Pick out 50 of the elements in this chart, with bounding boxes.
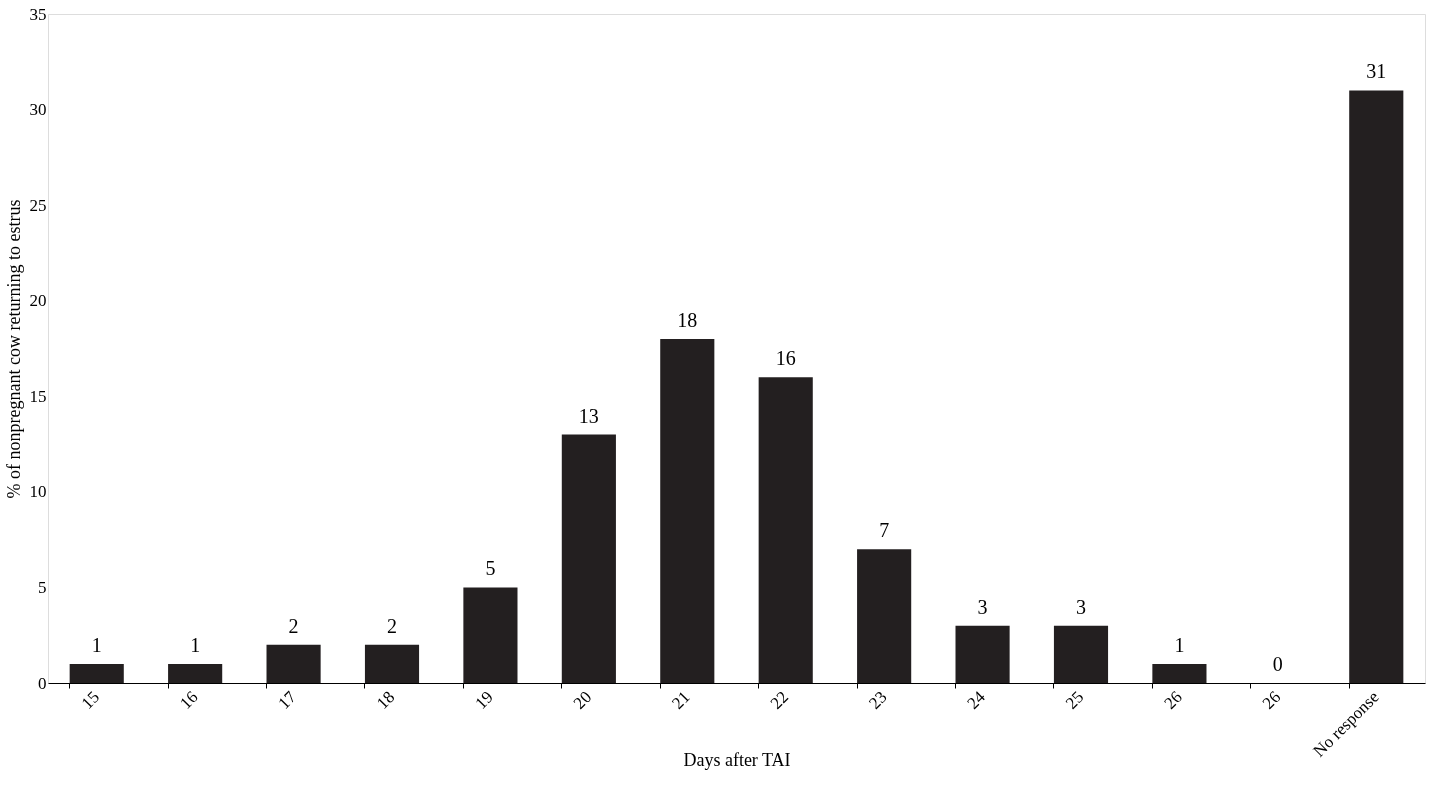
data-label: 0 — [1272, 653, 1283, 675]
bar — [561, 434, 616, 683]
y-tick-label: 30 — [29, 100, 47, 120]
data-label: 1 — [1174, 633, 1185, 656]
y-tick-label: 20 — [29, 291, 47, 311]
y-tick-label: 25 — [29, 195, 47, 215]
bar — [758, 377, 813, 683]
x-tick-label: 26 — [1160, 687, 1186, 713]
x-tick-label: 15 — [77, 687, 104, 713]
bar — [463, 587, 518, 683]
data-label: 1 — [190, 633, 201, 656]
data-label: 18 — [677, 308, 698, 331]
y-tick-label: 35 — [29, 4, 47, 24]
bar — [660, 338, 715, 683]
data-label: 3 — [977, 595, 988, 618]
bar — [69, 663, 124, 683]
bar — [857, 549, 912, 683]
x-tick-label: 16 — [176, 687, 202, 713]
x-tick-label: 26 — [1258, 687, 1285, 713]
x-tick-label: 25 — [1061, 687, 1088, 713]
x-tick-label: 22 — [766, 687, 793, 713]
y-tick-label: 5 — [38, 577, 47, 597]
x-tick-label: 24 — [963, 687, 990, 713]
x-tick-label: 23 — [865, 687, 891, 713]
x-tick-label: 18 — [372, 687, 399, 713]
bar — [1349, 90, 1404, 683]
data-label: 31 — [1366, 60, 1387, 83]
data-label: 2 — [288, 614, 299, 637]
data-label: 13 — [578, 404, 599, 427]
x-tick-label: 20 — [569, 687, 596, 713]
x-tick-label: 19 — [471, 687, 497, 713]
data-label: 1 — [91, 633, 102, 656]
bar — [1152, 663, 1207, 683]
x-tick-label: 21 — [668, 687, 694, 713]
bar — [266, 644, 321, 683]
bar — [364, 644, 420, 683]
y-axis-title: % of nonpregnant cow returning to estrus — [3, 199, 24, 499]
data-label: 16 — [775, 347, 796, 370]
bar — [1053, 625, 1109, 683]
y-tick-label: 0 — [38, 673, 47, 693]
data-label: 3 — [1076, 595, 1086, 618]
y-tick-label: 15 — [29, 386, 47, 406]
bar — [168, 663, 223, 683]
bar — [955, 625, 1010, 683]
x-axis-title: Days after TAI — [683, 749, 791, 770]
data-label: 5 — [485, 557, 496, 580]
data-label: 7 — [879, 519, 890, 542]
data-label: 2 — [387, 614, 397, 637]
x-tick-label: 17 — [274, 687, 301, 713]
y-tick-label: 10 — [29, 482, 47, 502]
